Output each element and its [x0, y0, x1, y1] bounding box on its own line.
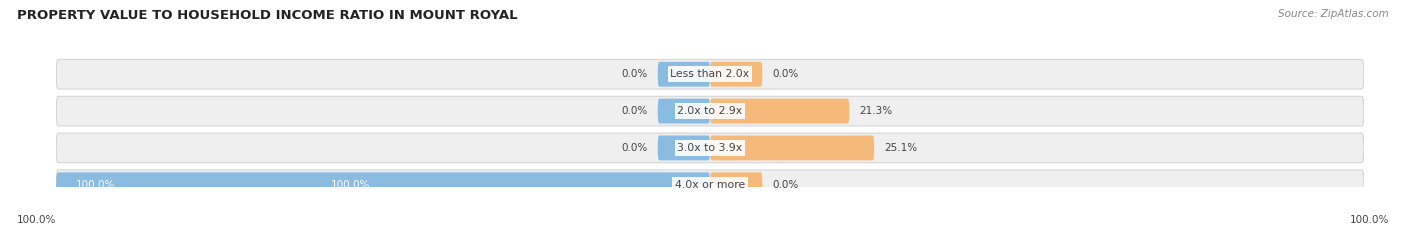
- FancyBboxPatch shape: [710, 135, 875, 160]
- Text: 100.0%: 100.0%: [17, 215, 56, 225]
- Text: 0.0%: 0.0%: [621, 106, 648, 116]
- Text: 2.0x to 2.9x: 2.0x to 2.9x: [678, 106, 742, 116]
- FancyBboxPatch shape: [56, 59, 1364, 89]
- FancyBboxPatch shape: [56, 170, 1364, 200]
- Text: 0.0%: 0.0%: [621, 69, 648, 79]
- Text: Source: ZipAtlas.com: Source: ZipAtlas.com: [1278, 9, 1389, 19]
- Text: 0.0%: 0.0%: [772, 180, 799, 190]
- FancyBboxPatch shape: [658, 99, 710, 124]
- FancyBboxPatch shape: [710, 172, 762, 197]
- FancyBboxPatch shape: [710, 99, 849, 124]
- Text: 0.0%: 0.0%: [621, 143, 648, 153]
- FancyBboxPatch shape: [56, 133, 1364, 163]
- FancyBboxPatch shape: [658, 135, 710, 160]
- Text: PROPERTY VALUE TO HOUSEHOLD INCOME RATIO IN MOUNT ROYAL: PROPERTY VALUE TO HOUSEHOLD INCOME RATIO…: [17, 9, 517, 22]
- Text: 21.3%: 21.3%: [859, 106, 893, 116]
- FancyBboxPatch shape: [658, 62, 710, 87]
- FancyBboxPatch shape: [56, 96, 1364, 126]
- Text: 0.0%: 0.0%: [772, 69, 799, 79]
- Text: 25.1%: 25.1%: [884, 143, 917, 153]
- Text: 100.0%: 100.0%: [1350, 215, 1389, 225]
- Text: 3.0x to 3.9x: 3.0x to 3.9x: [678, 143, 742, 153]
- Text: 100.0%: 100.0%: [76, 180, 115, 190]
- Text: 4.0x or more: 4.0x or more: [675, 180, 745, 190]
- FancyBboxPatch shape: [710, 62, 762, 87]
- FancyBboxPatch shape: [56, 172, 710, 197]
- Text: Less than 2.0x: Less than 2.0x: [671, 69, 749, 79]
- Text: 100.0%: 100.0%: [330, 180, 370, 190]
